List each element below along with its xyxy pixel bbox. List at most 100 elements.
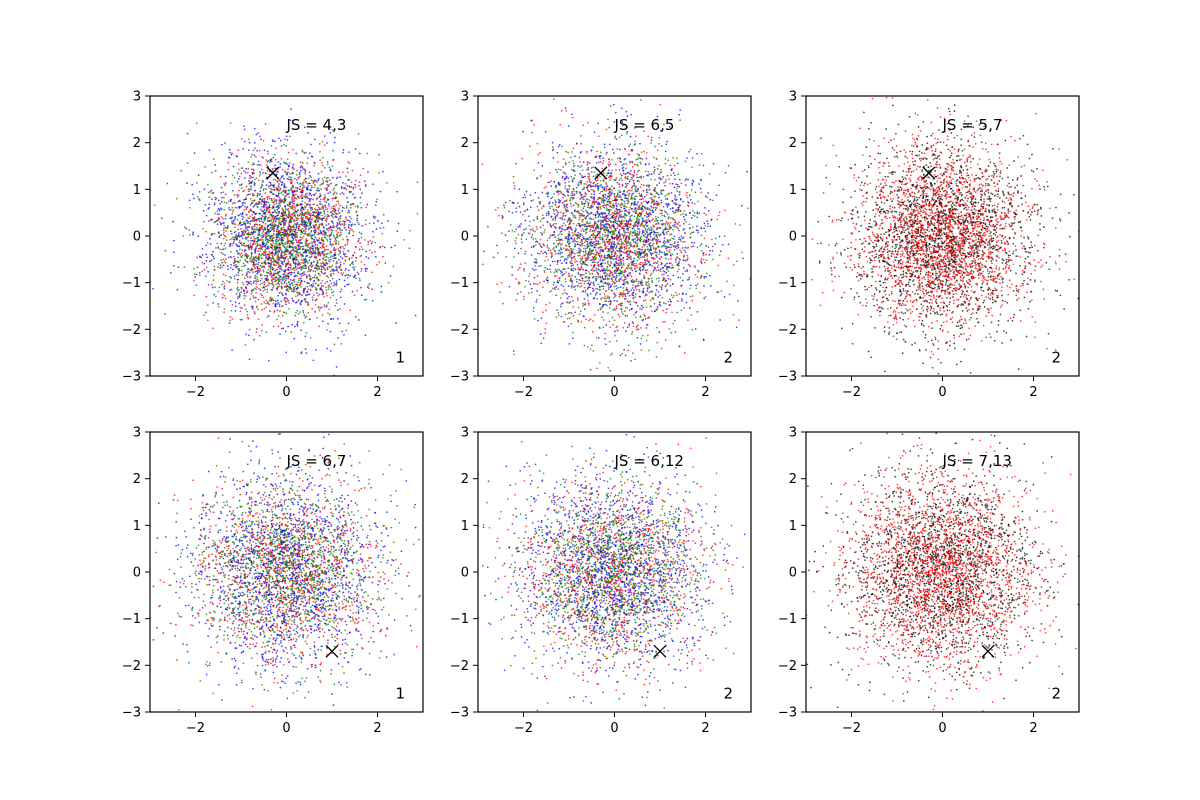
scatter-point	[494, 209, 497, 211]
scatter-point	[299, 236, 302, 239]
scatter-point	[580, 164, 583, 167]
scatter-point	[285, 135, 288, 138]
scatter-point	[274, 158, 277, 161]
scatter-point	[613, 241, 616, 243]
scatter-point	[228, 209, 231, 211]
scatter-point	[333, 208, 336, 210]
scatter-point	[339, 229, 342, 231]
scatter-point	[285, 241, 287, 244]
scatter-point	[322, 285, 325, 288]
scatter-point	[237, 233, 240, 236]
scatter-point	[305, 227, 308, 230]
scatter-point	[303, 258, 305, 261]
scatter-point	[732, 313, 735, 316]
scatter-point	[223, 231, 225, 234]
scatter-point	[295, 247, 297, 250]
scatter-point	[287, 299, 290, 302]
scatter-point	[273, 252, 275, 255]
scatter-point	[270, 191, 273, 194]
scatter-point	[269, 184, 272, 187]
scatter-point	[349, 264, 352, 266]
scatter-point	[551, 254, 553, 256]
scatter-point	[236, 238, 238, 241]
scatter-point	[177, 266, 180, 269]
scatter-point	[280, 291, 282, 294]
scatter-point	[219, 207, 222, 210]
scatter-point	[347, 179, 349, 181]
scatter-point	[317, 307, 320, 309]
scatter-point	[609, 194, 612, 197]
scatter-point	[295, 292, 298, 294]
scatter-point	[292, 256, 295, 259]
scatter-point	[241, 167, 244, 169]
scatter-point	[349, 206, 352, 209]
scatter-point	[378, 261, 381, 263]
scatter-point	[575, 192, 578, 195]
scatter-point	[214, 286, 216, 289]
scatter-point	[203, 220, 205, 223]
scatter-point	[306, 182, 308, 185]
scatter-point	[345, 218, 347, 220]
scatter-point	[306, 217, 309, 220]
scatter-point	[318, 208, 321, 210]
scatter-point	[625, 286, 628, 289]
scatter-point	[614, 330, 616, 333]
scatter-point	[320, 252, 322, 255]
scatter-point	[223, 294, 226, 297]
scatter-point	[295, 217, 297, 219]
scatter-point	[302, 252, 305, 254]
scatter-point	[283, 242, 285, 245]
scatter-point	[247, 270, 249, 273]
scatter-point	[305, 277, 308, 279]
scatter-point	[197, 174, 200, 176]
scatter-point	[353, 251, 356, 254]
scatter-point	[524, 196, 527, 199]
scatter-point	[549, 234, 552, 237]
scatter-point	[220, 186, 223, 189]
scatter-point	[286, 250, 289, 253]
scatter-point	[237, 168, 240, 171]
scatter-point	[560, 110, 563, 112]
scatter-point	[497, 252, 499, 254]
scatter-point	[277, 218, 280, 221]
scatter-point	[231, 304, 234, 306]
scatter-point	[352, 188, 355, 190]
scatter-point	[253, 241, 255, 244]
scatter-point	[310, 237, 313, 239]
scatter-point	[326, 239, 329, 242]
scatter-point	[292, 246, 294, 249]
scatter-point	[337, 217, 340, 220]
scatter-point	[303, 220, 305, 222]
scatter-point	[617, 218, 620, 220]
scatter-point	[310, 268, 313, 271]
scatter-point	[173, 239, 175, 242]
scatter-point	[232, 165, 235, 168]
scatter-point	[317, 294, 320, 297]
scatter-point	[278, 263, 280, 266]
scatter-point	[281, 304, 284, 307]
scatter-point	[287, 228, 290, 231]
scatter-point	[250, 268, 253, 271]
scatter-point	[409, 229, 411, 232]
scatter-point	[325, 224, 328, 226]
scatter-point	[300, 165, 303, 167]
scatter-point	[358, 248, 361, 251]
scatter-point	[559, 190, 562, 193]
scatter-point	[207, 183, 209, 186]
scatter-point	[628, 189, 631, 192]
scatter-point	[310, 255, 313, 258]
scatter-point	[288, 281, 291, 283]
scatter-point	[325, 292, 328, 294]
scatter-point	[546, 239, 549, 242]
scatter-point	[301, 265, 304, 268]
scatter-point	[166, 182, 169, 185]
scatter-point	[653, 199, 656, 202]
scatter-point	[291, 236, 294, 239]
scatter-point	[247, 240, 250, 242]
scatter-point	[292, 260, 294, 262]
scatter-point	[276, 208, 279, 211]
scatter-point	[223, 244, 226, 247]
scatter-point	[263, 226, 266, 229]
scatter-point	[547, 210, 550, 213]
scatter-point	[350, 224, 353, 227]
